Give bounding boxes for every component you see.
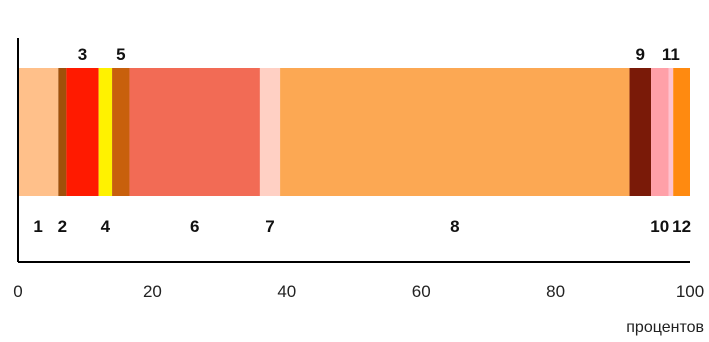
bar-segment-9 [629,68,652,196]
segment-label-4: 4 [101,217,111,236]
x-tick-label-20: 20 [143,282,162,301]
segment-label-7: 7 [265,217,274,236]
x-tick-labels: 0 20 40 60 80 100 [13,282,704,301]
bar-segment-10 [651,68,669,196]
bar-segment-1 [18,68,59,196]
bar-segment-2 [58,68,67,196]
segment-label-2: 2 [58,217,67,236]
bar-segment-12 [673,68,690,196]
x-tick-label-0: 0 [13,282,22,301]
x-tick-label-100: 100 [676,282,704,301]
x-tick-label-40: 40 [277,282,296,301]
bar-segment-8 [280,68,630,196]
segment-label-10: 10 [650,217,669,236]
bar-segments [18,68,690,196]
bar-segment-4 [98,68,113,196]
segment-label-11: 11 [662,45,680,64]
segment-label-8: 8 [450,217,459,236]
segment-label-9: 9 [636,45,645,64]
bar-segment-11 [668,68,674,196]
segment-label-1: 1 [33,217,42,236]
x-tick-label-60: 60 [412,282,431,301]
segment-label-3: 3 [78,45,87,64]
x-tick-label-80: 80 [546,282,565,301]
bar-segment-5 [112,68,130,196]
segment-label-6: 6 [190,217,199,236]
bar-segment-7 [259,68,281,196]
segment-label-5: 5 [116,45,125,64]
x-axis-title: процентов [626,319,704,336]
bar-segment-3 [66,68,99,196]
bar-segment-6 [129,68,260,196]
segment-label-12: 12 [672,217,691,236]
